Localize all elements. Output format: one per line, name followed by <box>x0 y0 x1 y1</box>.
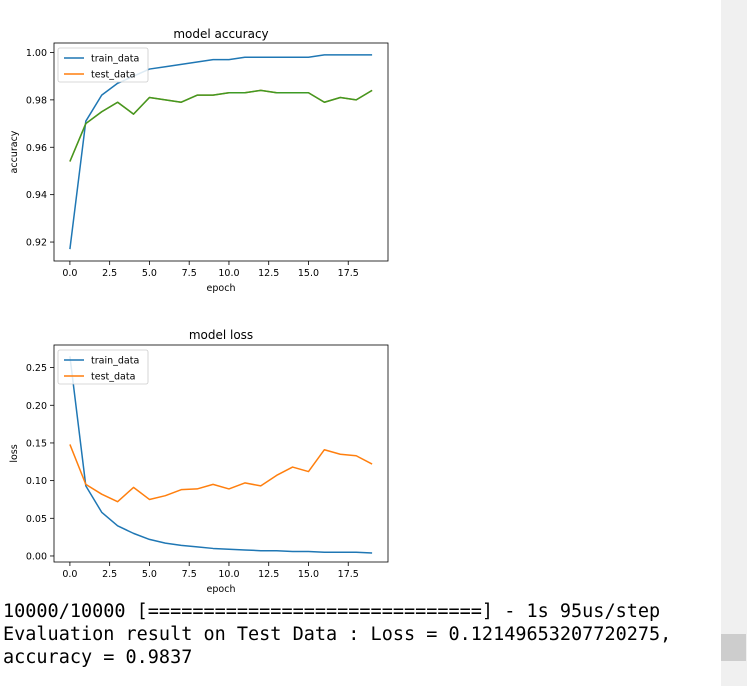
axes-frame <box>53 42 389 262</box>
y-tick-label: 0.15 <box>26 438 47 449</box>
y-tick-label: 0.10 <box>26 476 47 487</box>
x-tick-label: 12.5 <box>258 268 279 279</box>
x-tick-label: 17.5 <box>338 268 359 279</box>
legend-label: test_data <box>91 372 135 383</box>
x-tick-label: 10.0 <box>218 569 239 580</box>
x-tick-label: 10.0 <box>218 268 239 279</box>
y-tick-label: 0.00 <box>26 551 47 562</box>
y-tick-label: 0.92 <box>26 238 47 249</box>
series-line-test-data <box>69 444 373 503</box>
y-tick-label: 0.20 <box>26 401 47 412</box>
evaluation-result-line: Evaluation result on Test Data : Loss = … <box>3 624 672 645</box>
series-line-train-data <box>69 54 373 250</box>
y-tick-label: 0.98 <box>26 95 47 106</box>
x-tick-label: 0.0 <box>62 569 77 580</box>
x-axis-label: epoch <box>207 584 236 595</box>
accuracy-chart: model accuracy 0.0 2.5 5.0 7.5 10.0 12.5 15.0 17… <box>9 27 389 294</box>
chart-title: model loss <box>189 328 253 342</box>
x-tick-label: 7.5 <box>182 268 197 279</box>
legend-label: test_data <box>91 70 135 81</box>
y-axis-label: accuracy <box>9 130 20 173</box>
x-tick-label: 0.0 <box>62 268 77 279</box>
y-tick-label: 0.94 <box>26 190 47 201</box>
loss-chart: model loss 0.0 2.5 5.0 7.5 10.0 12.5 15.0 17.5 0.… <box>9 328 389 595</box>
x-tick-label: 12.5 <box>258 569 279 580</box>
y-tick-label: 0.96 <box>26 143 47 154</box>
x-tick-label: 2.5 <box>102 268 117 279</box>
vertical-scrollbar[interactable] <box>721 0 747 686</box>
y-tick-label: 0.25 <box>26 363 47 374</box>
y-axis-label: loss <box>9 444 20 462</box>
evaluation-accuracy-line: accuracy = 0.9837 <box>3 647 193 668</box>
series-line-train-data <box>69 356 373 554</box>
x-tick-label: 5.0 <box>142 569 157 580</box>
x-tick-label: 5.0 <box>142 268 157 279</box>
progress-line: 10000/10000 [===========================… <box>3 601 661 622</box>
x-tick-label: 15.0 <box>298 569 319 580</box>
x-tick-label: 7.5 <box>182 569 197 580</box>
series-line-overlap <box>69 89 373 162</box>
x-tick-label: 17.5 <box>338 569 359 580</box>
legend-label: train_data <box>91 356 139 367</box>
chart-title: model accuracy <box>173 27 268 41</box>
x-tick-label: 2.5 <box>102 569 117 580</box>
y-tick-label: 1.00 <box>26 48 47 59</box>
console-output: 10000/10000 [===========================… <box>3 600 715 669</box>
x-axis-label: epoch <box>207 283 236 294</box>
axes-frame <box>53 344 389 563</box>
legend-label: train_data <box>91 54 139 65</box>
scrollbar-thumb[interactable] <box>721 634 746 661</box>
y-tick-label: 0.05 <box>26 514 47 525</box>
x-tick-label: 15.0 <box>298 268 319 279</box>
plots-figure: model accuracy 0.0 2.5 5.0 7.5 10.0 12.5 15.0 17… <box>9 27 389 595</box>
